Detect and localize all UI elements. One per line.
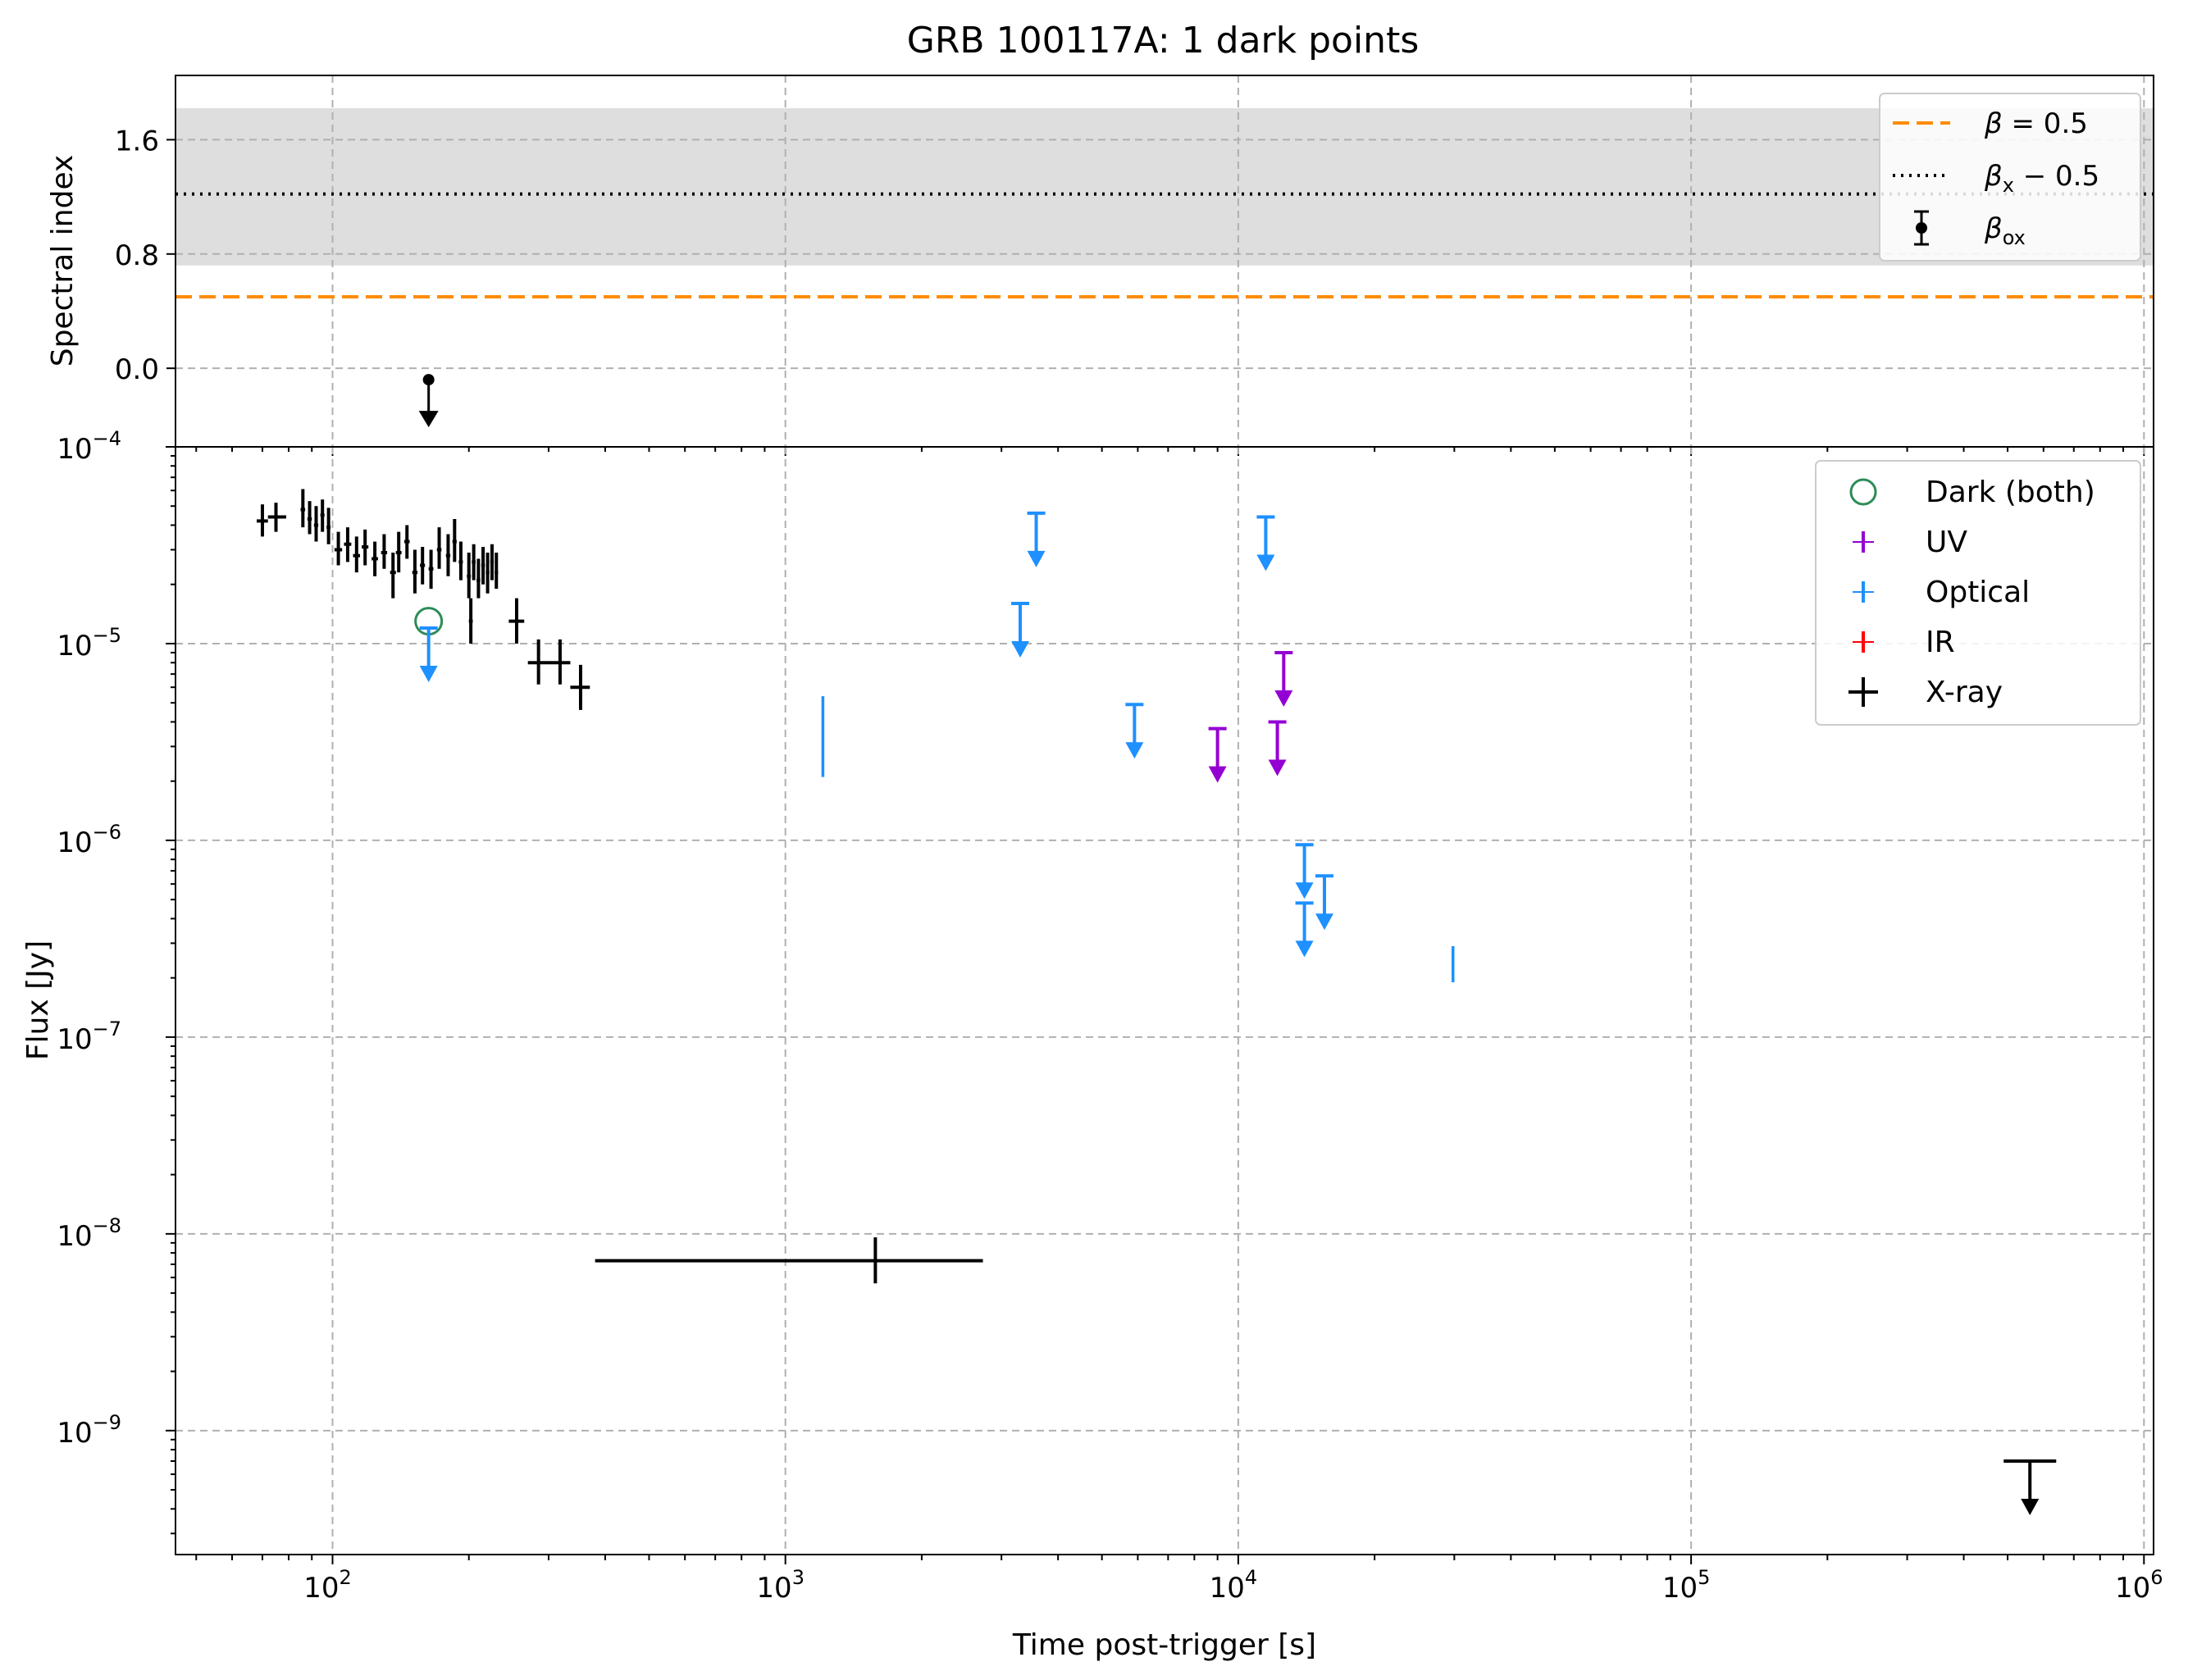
optical-limit-arrow <box>1011 640 1030 658</box>
optical-limit-arrow <box>1295 882 1314 899</box>
bottom-y-ticks: 10−9 10−8 10−7 10−6 10−5 10−4 <box>57 427 175 1535</box>
top-y-ticks: 0.0 0.8 1.6 <box>115 125 175 386</box>
beta-x-shaded-band <box>175 108 2154 266</box>
optical-limit-arrow <box>1295 940 1314 958</box>
bottom-x-tick-label: 106 <box>2115 1566 2163 1605</box>
top-reference-lines <box>175 192 2154 299</box>
beta-ox-limit-arrow <box>418 411 439 428</box>
bottom-legend-box <box>1815 460 2141 726</box>
spectral-index-panel: 0.0 0.8 1.6 Spectral index β = 0.5 βx − 0.5… <box>46 75 2154 456</box>
bottom-legend-label: UV <box>1926 526 1967 559</box>
bottom-legend-label: Dark (both) <box>1926 476 2095 509</box>
bottom-y-tick-label: 10−4 <box>57 427 121 466</box>
optical-limit-arrow <box>419 665 438 682</box>
bottom-x-tick-label: 103 <box>756 1566 805 1605</box>
bottom-data-points <box>257 489 2057 1515</box>
bottom-y-axis-label: Flux [Jy] <box>21 940 55 1060</box>
optical-limit-arrow <box>1125 742 1144 759</box>
bottom-axes-frame <box>175 446 2154 1555</box>
uv-limit-arrow <box>1208 766 1227 783</box>
bottom-legend-label: Optical <box>1926 576 2030 609</box>
bottom-y-tick-label: 10−8 <box>57 1214 121 1253</box>
uv-limit-arrow <box>1268 759 1287 776</box>
top-y-axis-label: Spectral index <box>46 155 80 367</box>
top-legend-box <box>1879 93 2141 262</box>
bottom-legend-label: IR <box>1926 626 1955 659</box>
optical-limit-arrow <box>1256 554 1275 571</box>
x-axis-label: Time post-trigger [s] <box>1012 1628 1316 1662</box>
top-y-tick-label: 0.0 <box>115 353 159 386</box>
top-legend-marker <box>1916 222 1927 234</box>
optical-limit-arrow <box>1027 550 1046 567</box>
top-legend-label: βx − 0.5 <box>1984 160 2099 197</box>
bottom-y-tick-label: 10−9 <box>57 1411 121 1450</box>
bottom-x-tick-label: 104 <box>1210 1566 1258 1605</box>
bottom-x-tick-label: 102 <box>303 1566 352 1605</box>
top-data-points <box>418 374 439 428</box>
bottom-legend-label: X-ray <box>1926 676 2003 709</box>
bottom-y-tick-label: 10−6 <box>57 821 121 859</box>
top-legend: β = 0.5 βx − 0.5 βox <box>1879 93 2141 262</box>
top-y-tick-label: 0.8 <box>115 239 159 272</box>
bottom-y-tick-label: 10−5 <box>57 624 121 662</box>
optical-limit-arrow <box>1315 913 1333 931</box>
top-legend-label: βox <box>1984 212 2026 249</box>
bottom-legend-marker <box>1849 478 1877 506</box>
bottom-legend: Dark (both) UV Optical IR X-ray <box>1815 460 2141 726</box>
top-gridlines <box>175 75 2154 447</box>
bottom-y-tick-label: 10−7 <box>57 1018 121 1056</box>
bottom-x-ticks: 102 103 104 105 106 <box>195 1555 2163 1605</box>
beta-x-band <box>175 108 2154 266</box>
top-legend-label: β = 0.5 <box>1984 107 2088 140</box>
flux-panel: 10−9 10−8 10−7 10−6 10−5 10−4 102 103 104 105 106… <box>21 427 2163 1662</box>
top-y-tick-label: 1.6 <box>115 125 159 157</box>
figure-title: GRB 100117A: 1 dark points <box>907 20 1420 61</box>
uv-limit-arrow <box>1274 690 1293 707</box>
x-ray-limit-arrow <box>2021 1498 2040 1515</box>
bottom-x-tick-label: 105 <box>1662 1566 1711 1605</box>
